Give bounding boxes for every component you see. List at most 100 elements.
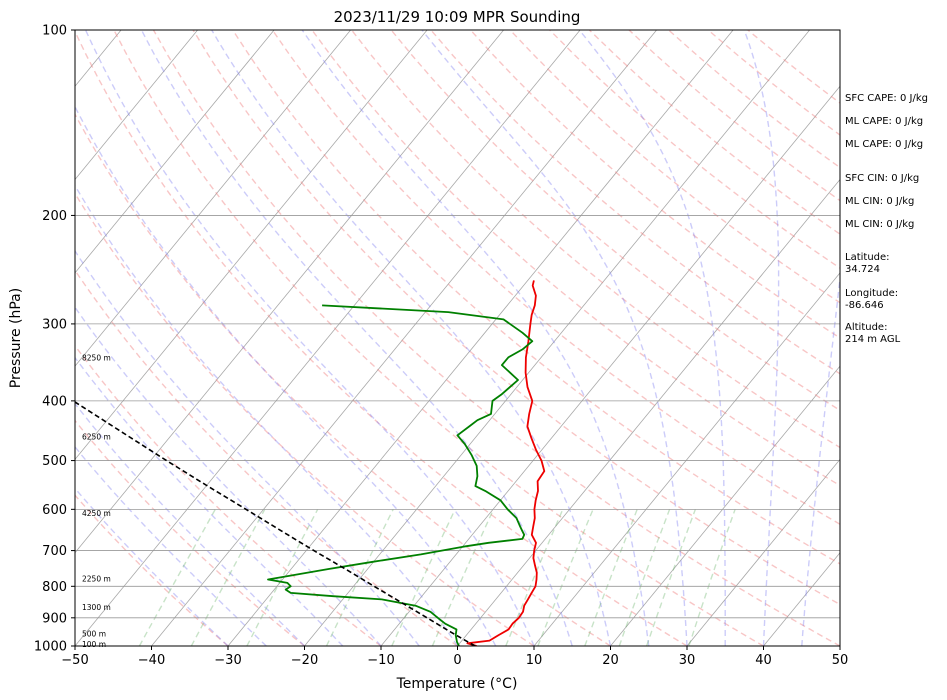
annotation-text: -86.646: [845, 300, 884, 311]
sounding-annotations: SFC CAPE: 0 J/kg ML CAPE: 0 J/kg ML CAPE: …: [845, 93, 928, 345]
isotherm-line: [75, 30, 275, 274]
y-tick-label: 100: [42, 24, 67, 39]
background-lines: [75, 16, 947, 659]
mixing-ratio-line: [505, 509, 564, 646]
dry-adiabat: [75, 269, 458, 646]
isotherm-line: [75, 30, 428, 461]
dry-adiabat: [113, 30, 764, 646]
x-tick-label: 40: [755, 653, 772, 668]
dewpoint-line: [267, 304, 534, 646]
dry-adiabat: [311, 30, 840, 487]
y-tick-label: 400: [42, 394, 67, 409]
moist-adiabat: [75, 487, 229, 646]
dry-adiabat: [75, 494, 229, 646]
x-tick-label: 0: [453, 653, 461, 668]
annotation-text: SFC CIN: 0 J/kg: [845, 173, 919, 184]
annotation-text: ML CIN: 0 J/kg: [845, 219, 914, 230]
pressure-grid: [75, 30, 840, 646]
sounding-profiles: [75, 280, 546, 646]
mixing-ratio-line: [138, 508, 216, 646]
isotherm-line: [75, 30, 581, 646]
y-tick-label: 1000: [34, 640, 67, 655]
isotherm-line: [380, 85, 840, 646]
mixing-ratio-line: [618, 509, 671, 646]
dry-adiabat: [75, 344, 382, 646]
x-tick-label: 20: [602, 653, 619, 668]
moist-adiabat: [140, 30, 573, 646]
height-label: 8250 m: [82, 353, 111, 362]
moist-adiabat: [75, 402, 305, 646]
x-tick-label: −50: [61, 653, 88, 668]
dry-adiabat: [192, 30, 840, 606]
y-tick-label: 700: [42, 544, 67, 559]
isotherm-line: [150, 30, 658, 646]
dry-adiabat: [152, 30, 840, 646]
height-label: 2250 m: [82, 574, 111, 583]
annotation-text: ML CAPE: 0 J/kg: [845, 139, 923, 150]
mixing-ratio-line: [391, 509, 456, 646]
parcel-profile-line: [75, 401, 476, 646]
dry-adiabat: [75, 112, 611, 646]
moist-adiabat: [421, 30, 688, 646]
x-axis: −50 −40 −30 −20 −10 0 10 20 30 40 50: [61, 646, 848, 668]
isotherm-line: [906, 16, 947, 659]
x-tick-label: 50: [832, 653, 849, 668]
moist-adiabat: [578, 30, 726, 646]
dry-adiabat: [75, 30, 688, 646]
annotation-text: Altitude:: [845, 322, 887, 333]
height-label: 6250 m: [82, 433, 111, 442]
isotherm-line: [75, 30, 505, 554]
dry-adiabat: [75, 192, 535, 646]
x-tick-label: 10: [526, 653, 543, 668]
moist-adiabat: [75, 105, 497, 646]
moist-adiabat: [301, 30, 650, 646]
dry-adiabat: [271, 30, 840, 526]
isotherm-line: [75, 30, 352, 367]
moist-adiabat: [75, 445, 267, 646]
y-tick-label: 800: [42, 580, 67, 595]
temperature-line: [466, 280, 546, 646]
chart-title: 2023/11/29 10:09 MPR Sounding: [334, 8, 581, 26]
annotation-text: Longitude:: [845, 288, 898, 299]
mixing-ratio-line: [246, 508, 319, 646]
x-tick-label: −40: [138, 653, 165, 668]
moist-adiabat: [75, 306, 382, 646]
x-tick-label: −30: [214, 653, 241, 668]
isotherm-line: [303, 30, 811, 646]
y-tick-label: 300: [42, 317, 67, 332]
annotation-text: 34.724: [845, 264, 880, 275]
annotation-text: SFC CAPE: 0 J/kg: [845, 93, 928, 104]
isotherm-line: [686, 458, 840, 646]
y-axis: 100 200 300 400 500 600 700 800 900 1000: [34, 24, 75, 655]
moist-adiabat: [84, 30, 535, 646]
moist-adiabat: [75, 356, 344, 646]
annotation-text: Latitude:: [845, 252, 890, 263]
height-label: 500 m: [82, 630, 106, 639]
annotation-text: 214 m AGL: [845, 334, 901, 345]
moist-adiabat: [801, 272, 840, 646]
x-tick-label: −20: [291, 653, 318, 668]
x-tick-label: 30: [679, 653, 696, 668]
y-tick-label: 500: [42, 454, 67, 469]
annotation-text: ML CAPE: 0 J/kg: [845, 116, 923, 127]
dry-adiabat: [390, 30, 840, 412]
y-tick-label: 600: [42, 503, 67, 518]
height-label: 4250 m: [82, 509, 111, 518]
isotherm-line: [75, 30, 199, 181]
isotherm-line: [609, 365, 840, 646]
moist-adiabat: [211, 30, 612, 646]
moist-adiabat: [75, 184, 459, 646]
dry-adiabat: [232, 30, 840, 565]
dry-adiabat: [75, 419, 305, 646]
dry-adiabat: [351, 30, 840, 449]
mixing-ratio-line: [645, 509, 697, 646]
x-axis-label: Temperature (°C): [396, 676, 518, 692]
y-tick-label: 900: [42, 611, 67, 626]
mixing-ratio-line: [584, 509, 638, 646]
mixing-ratio-line: [190, 508, 266, 646]
height-label: 1300 m: [82, 603, 111, 612]
mixing-ratio-line: [325, 508, 394, 646]
y-tick-label: 200: [42, 209, 67, 224]
